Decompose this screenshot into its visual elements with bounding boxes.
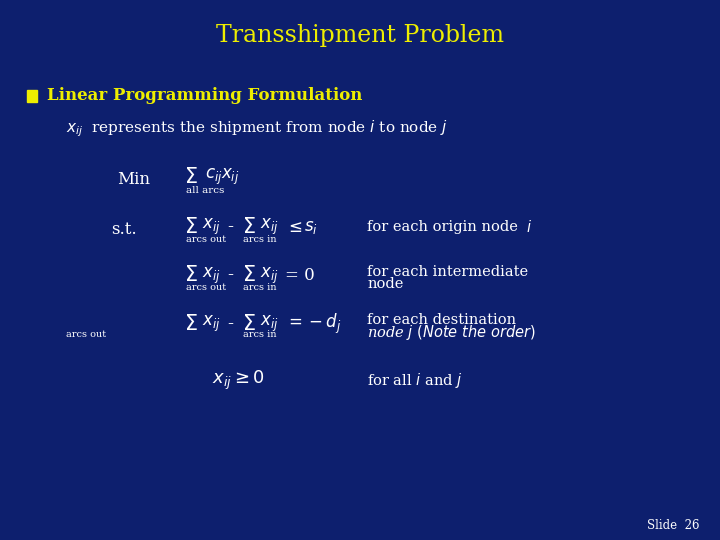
Text: Linear Programming Formulation: Linear Programming Formulation: [47, 87, 362, 104]
Text: $\Sigma$: $\Sigma$: [242, 217, 256, 238]
Text: Min: Min: [117, 171, 150, 188]
Text: for all $i$ and $j$: for all $i$ and $j$: [367, 371, 463, 390]
Text: $x_{ij}$  represents the shipment from node $i$ to node $j$: $x_{ij}$ represents the shipment from no…: [66, 118, 448, 139]
Bar: [27, 90, 37, 102]
Text: node $j$ $(Note\ the\ order)$: node $j$ $(Note\ the\ order)$: [367, 323, 536, 342]
Text: s.t.: s.t.: [112, 221, 138, 238]
Text: arcs out: arcs out: [186, 235, 226, 244]
Text: -: -: [227, 266, 233, 285]
Text: $x_{ij}$: $x_{ij}$: [202, 314, 220, 334]
Text: arcs in: arcs in: [243, 235, 277, 244]
Text: all arcs: all arcs: [186, 186, 224, 195]
Text: $= -d_j$: $= -d_j$: [285, 312, 342, 336]
Text: $\Sigma$: $\Sigma$: [242, 265, 256, 286]
Text: Transshipment Problem: Transshipment Problem: [216, 24, 504, 46]
Text: $x_{ij} \geq 0$: $x_{ij} \geq 0$: [212, 369, 265, 392]
Text: $\Sigma$: $\Sigma$: [184, 314, 197, 334]
Text: for each intermediate: for each intermediate: [367, 265, 528, 279]
Text: $\Sigma$: $\Sigma$: [184, 265, 197, 286]
Text: $x_{ij}$: $x_{ij}$: [202, 217, 220, 238]
Text: $x_{ij}$: $x_{ij}$: [260, 314, 279, 334]
Text: $\Sigma$: $\Sigma$: [184, 167, 197, 187]
Text: $\Sigma$: $\Sigma$: [242, 314, 256, 334]
Text: $c_{ij}x_{ij}$: $c_{ij}x_{ij}$: [205, 167, 240, 187]
Text: for each destination: for each destination: [367, 313, 516, 327]
Text: $i$: $i$: [526, 219, 531, 235]
Text: for each origin node: for each origin node: [367, 220, 518, 234]
Text: $x_{ij}$: $x_{ij}$: [260, 265, 279, 286]
Text: $x_{ij}$: $x_{ij}$: [202, 265, 220, 286]
Text: -: -: [227, 315, 233, 333]
Text: Slide  26: Slide 26: [647, 519, 700, 532]
Text: $\leq$: $\leq$: [285, 219, 302, 236]
Text: arcs in: arcs in: [243, 283, 277, 292]
Text: $s_i$: $s_i$: [304, 219, 318, 236]
Text: = 0: = 0: [285, 267, 315, 284]
Text: $\Sigma$: $\Sigma$: [184, 217, 197, 238]
Text: arcs out: arcs out: [66, 330, 107, 339]
Text: arcs in: arcs in: [243, 330, 277, 339]
Text: node: node: [367, 277, 404, 291]
Text: $x_{ij}$: $x_{ij}$: [260, 217, 279, 238]
Text: arcs out: arcs out: [186, 283, 226, 292]
Text: -: -: [227, 218, 233, 237]
